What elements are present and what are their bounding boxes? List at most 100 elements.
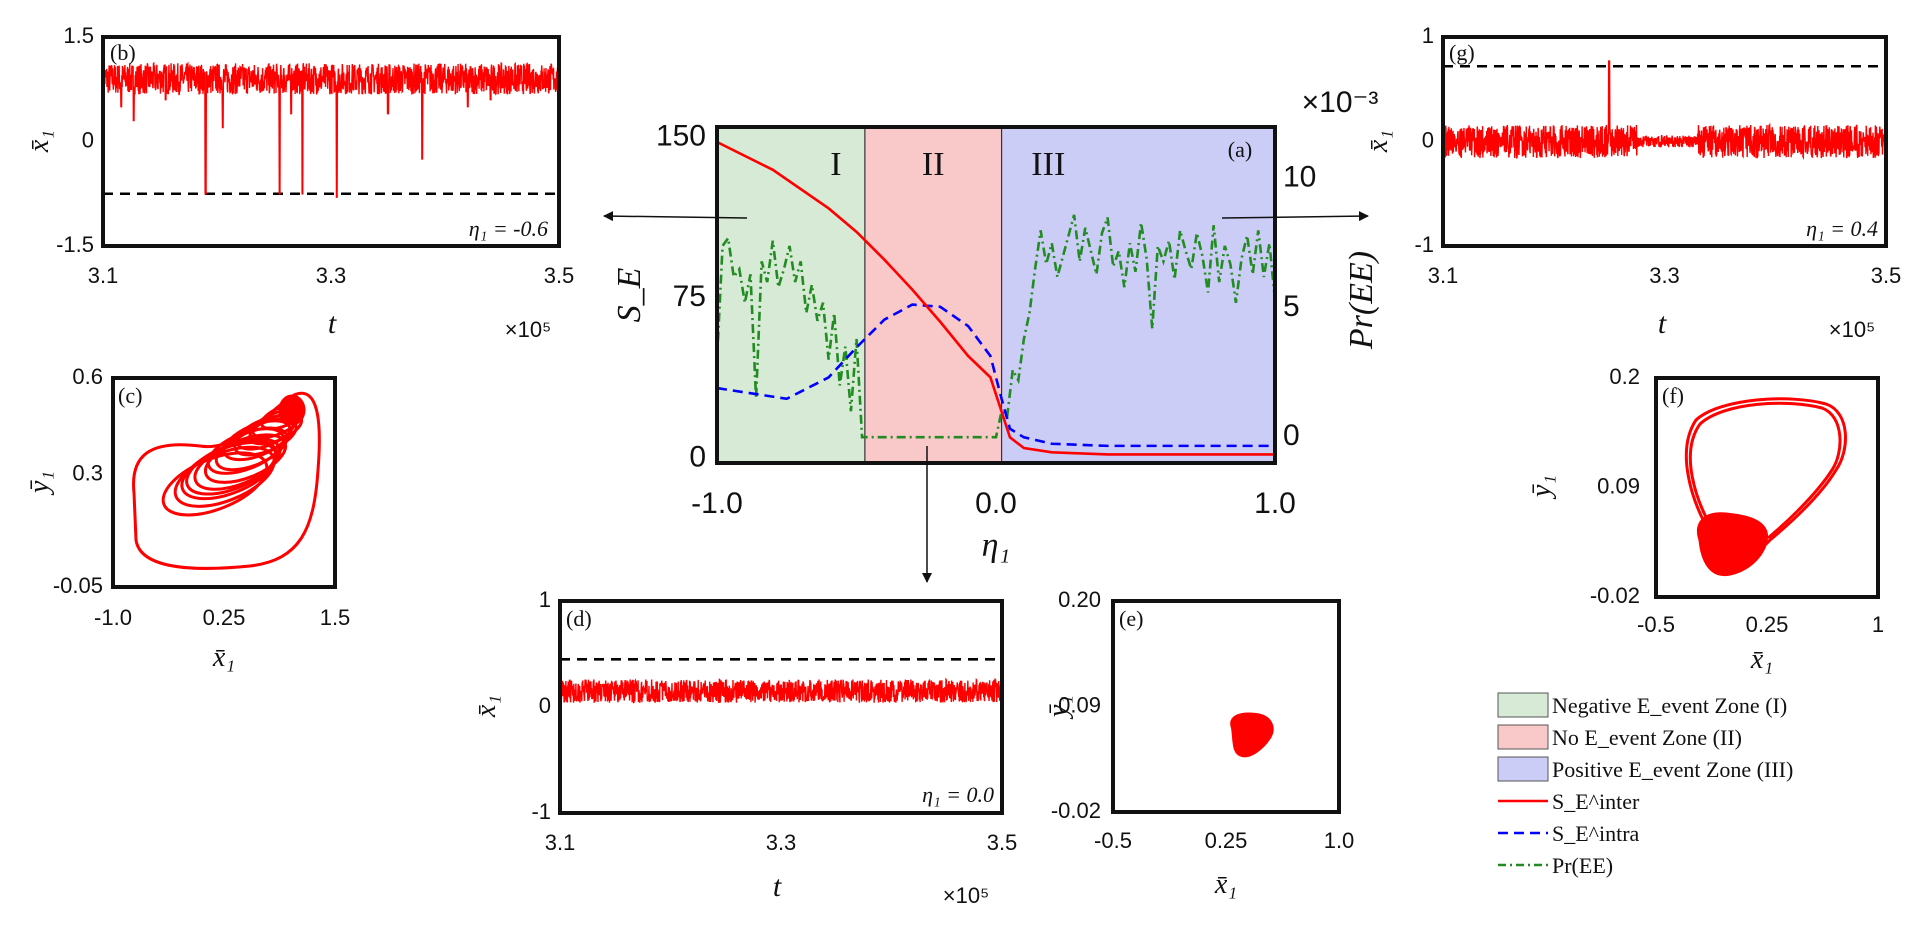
panel-e-xlabel: x̄₁ (1214, 869, 1237, 900)
panel-f-attractor (1684, 397, 1847, 577)
panel-d-multiplier: ×10⁵ (943, 883, 989, 908)
panel-d-tag: (d) (566, 606, 592, 631)
panel-g-tag: (g) (1449, 40, 1475, 65)
panel-a-ylabel-right: Pr(EE) (1343, 251, 1380, 350)
panel-a-right-ytick-1: 5 (1283, 290, 1300, 323)
panel-a-xtick-0: -1.0 (691, 487, 743, 520)
panel-f-xtick-2: 1 (1872, 612, 1884, 637)
panel-b-multiplier: ×10⁵ (505, 317, 551, 342)
panel-b-ticks: 3.1 3.3 3.5 -1.5 0 1.5 (56, 23, 574, 288)
panel-g-ticks: 3.1 3.3 3.5 -1 0 1 (1414, 23, 1901, 288)
panel-d-xtick-0: 3.1 (545, 830, 576, 855)
panel-a-ticks: -1.0 0.0 1.0 0 75 150 0 5 10 (656, 120, 1316, 520)
panel-a-left-ytick-0: 0 (689, 441, 706, 474)
panel-c-attractor (132, 391, 321, 570)
panel-c-ylabel: ȳ₁ (24, 471, 55, 496)
panel-e-attractor (1230, 712, 1274, 758)
zone-iii-band (1001, 127, 1275, 463)
panel-e-ticks: -0.5 0.25 1.0 -0.02 0.09 0.20 (1051, 587, 1354, 853)
panel-b-ytick-1: 0 (82, 127, 94, 152)
panel-g-xtick-1: 3.3 (1649, 263, 1680, 288)
panel-f-tag: (f) (1662, 383, 1684, 408)
panel-a-frame (715, 125, 1277, 465)
panel-c-frame (111, 376, 337, 589)
panel-g-ytick-1: 0 (1422, 127, 1434, 152)
panel-a: I II III (a) ×10⁻³ η₁ S_E Pr(EE) -1.0 0.0… (611, 86, 1380, 564)
panel-e: (e) x̄₁ ȳ₁ -0.5 0.25 1.0 -0.02 0.09 0.20 (1043, 587, 1354, 900)
panel-e-frame (1111, 599, 1341, 814)
s-intra-series (716, 303, 1275, 448)
panel-g-ytick-2: 1 (1422, 23, 1434, 48)
arrow-to-b (603, 211, 748, 222)
panel-c-ytick-2: 0.6 (72, 364, 103, 389)
legend: Negative E_event Zone (I) No E_event Zone… (1497, 692, 1793, 878)
panel-f: (f) x̄₁ ȳ₁ -0.5 0.25 1 -0.02 0.09 0.2 (1526, 364, 1884, 675)
panel-f-outer-loop-2 (1688, 401, 1842, 540)
panel-c-xtick-0: -1.0 (94, 605, 132, 630)
panel-c-orbit-outer (132, 391, 321, 570)
panel-a-xtick-2: 1.0 (1254, 487, 1296, 520)
panel-b-xlabel: t (328, 307, 337, 340)
legend-label-1: No E_event Zone (II) (1552, 725, 1742, 750)
panel-b-frame (101, 35, 561, 248)
panel-f-ylabel: ȳ₁ (1526, 475, 1557, 500)
panel-a-ylabel-left: S_E (611, 267, 648, 322)
right-axis-multiplier: ×10⁻³ (1302, 86, 1379, 119)
panel-b-tag: (b) (110, 40, 136, 65)
panel-g-xtick-2: 3.5 (1871, 263, 1902, 288)
panel-a-right-ytick-2: 10 (1283, 161, 1316, 194)
panel-c-xtick-2: 1.5 (320, 605, 351, 630)
panel-e-blob (1230, 712, 1274, 758)
s-inter-series (716, 140, 1275, 456)
panel-d-ylabel: x̄₁ (471, 695, 502, 718)
panel-a-right-ytick-0: 0 (1283, 419, 1300, 452)
panel-a-left-ytick-2: 150 (656, 120, 706, 153)
panel-d-eta: η₁ = 0.0 (922, 782, 994, 807)
panel-c-xlabel: x̄₁ (212, 642, 235, 673)
panel-b: (b) η₁ = -0.6 t ×10⁵ x̄₁ 3.1 3.3 3.5 -1.5 0 1… (24, 23, 574, 342)
panel-e-xtick-1: 0.25 (1205, 828, 1248, 853)
panel-g-xtick-0: 3.1 (1428, 263, 1459, 288)
panel-d-series (559, 677, 1003, 704)
panel-g: (g) η₁ = 0.4 t ×10⁵ x̄₁ 3.1 3.3 3.5 -1 0 1 (1363, 23, 1901, 342)
zone-ii-label: II (922, 146, 945, 183)
panel-c-ytick-1: 0.3 (72, 460, 103, 485)
legend-swatch-2 (1497, 756, 1549, 782)
panel-f-frame (1654, 376, 1880, 599)
panel-c-ytick-0: -0.05 (53, 573, 103, 598)
legend-swatch-0 (1497, 692, 1549, 718)
panel-a-xlabel: η₁ (982, 527, 1011, 564)
panel-b-xtick-1: 3.3 (316, 263, 347, 288)
panel-g-eta: η₁ = 0.4 (1806, 216, 1878, 241)
panel-g-ytick-0: -1 (1414, 232, 1434, 257)
panel-d-xtick-1: 3.3 (766, 830, 797, 855)
panel-d-frame (558, 599, 1004, 815)
arrow-to-g (1221, 211, 1369, 222)
panel-b-series (102, 61, 560, 198)
panel-e-ytick-0: -0.02 (1051, 798, 1101, 823)
panel-b-ylabel: x̄₁ (24, 130, 55, 153)
panel-e-tag: (e) (1119, 606, 1143, 631)
panel-b-xtick-0: 3.1 (88, 263, 119, 288)
panel-d-ytick-2: 1 (539, 587, 551, 612)
panel-f-xtick-1: 0.25 (1746, 612, 1789, 637)
panel-d-ticks: 3.1 3.3 3.5 -1 0 1 (531, 587, 1017, 855)
panel-d-ytick-1: 0 (539, 693, 551, 718)
panel-c-tag: (c) (118, 383, 142, 408)
zone-i-band (717, 127, 865, 463)
panel-e-ylabel: ȳ₁ (1043, 695, 1074, 720)
panel-g-series (1442, 60, 1887, 161)
panel-d-xtick-2: 3.5 (987, 830, 1018, 855)
panel-b-xtick-2: 3.5 (544, 263, 575, 288)
pr-ee-series (715, 214, 1277, 439)
panel-c-xtick-1: 0.25 (203, 605, 246, 630)
panel-g-xlabel: t (1658, 307, 1667, 340)
panel-f-outer-loop (1684, 397, 1847, 556)
zone-ii-band (864, 127, 1002, 463)
panel-b-eta: η₁ = -0.6 (469, 216, 548, 241)
legend-label-2: Positive E_event Zone (III) (1552, 757, 1793, 782)
panel-b-ytick-2: 1.5 (63, 23, 94, 48)
legend-swatch-1 (1497, 724, 1549, 750)
panel-b-ytick-0: -1.5 (56, 232, 94, 257)
panel-f-xlabel: x̄₁ (1750, 644, 1773, 675)
